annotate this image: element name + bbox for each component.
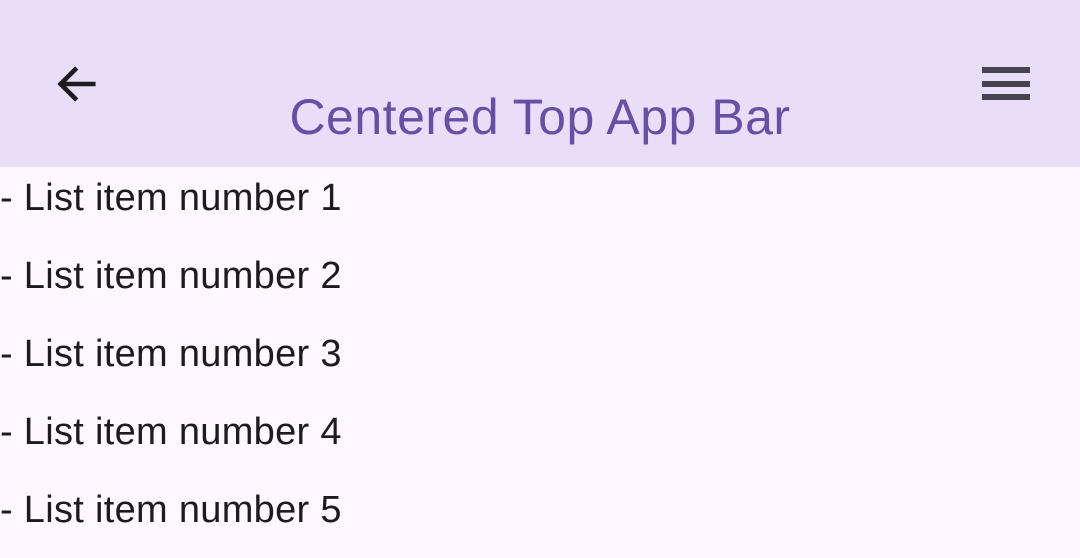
page-title: Centered Top App Bar xyxy=(289,89,791,145)
hamburger-menu-icon xyxy=(982,67,1030,100)
menu-bar-middle xyxy=(982,80,1030,87)
list-item: - List item number 3 xyxy=(0,333,342,375)
menu-bar-top xyxy=(982,67,1030,73)
top-app-bar: Centered Top App Bar xyxy=(0,0,1080,167)
list-item: - List item number 5 xyxy=(0,489,342,531)
list-content: - List item number 1 - List item number … xyxy=(0,159,1080,549)
menu-bar-bottom xyxy=(982,94,1030,100)
list-item: - List item number 2 xyxy=(0,255,342,297)
list-item: - List item number 1 xyxy=(0,177,342,219)
list-item: - List item number 4 xyxy=(0,411,342,453)
arrow-back-icon xyxy=(53,61,99,107)
menu-button[interactable] xyxy=(982,67,1030,100)
back-button[interactable] xyxy=(53,61,99,107)
